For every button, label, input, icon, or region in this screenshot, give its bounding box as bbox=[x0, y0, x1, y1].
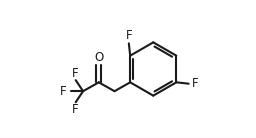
Text: F: F bbox=[72, 67, 78, 80]
Text: F: F bbox=[125, 29, 132, 42]
Text: F: F bbox=[60, 85, 67, 98]
Text: F: F bbox=[72, 103, 78, 116]
Text: F: F bbox=[192, 77, 198, 90]
Text: O: O bbox=[94, 51, 103, 63]
